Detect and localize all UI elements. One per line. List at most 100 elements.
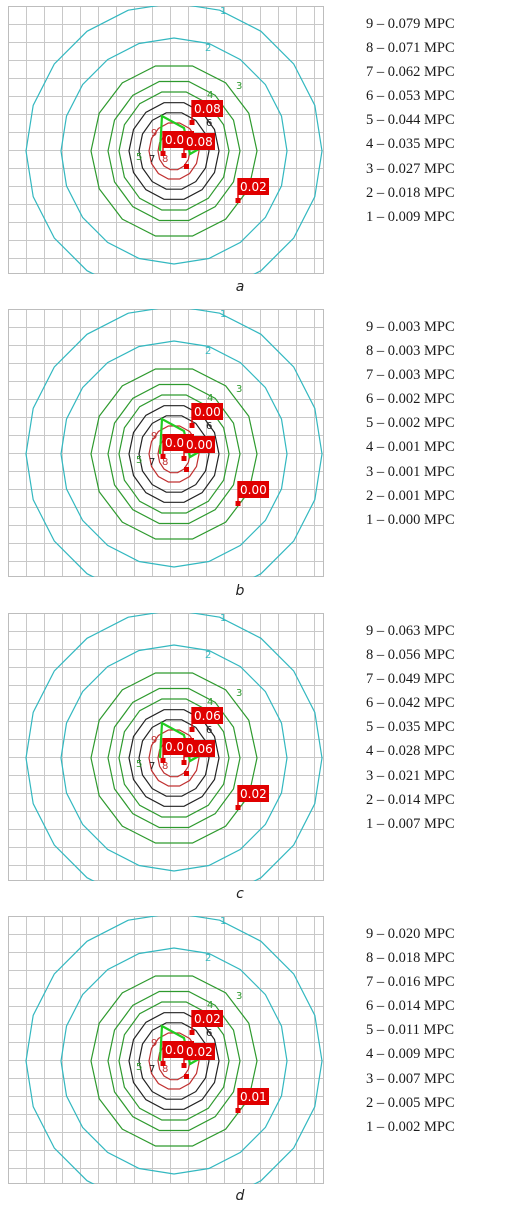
legend-row: 2 – 0.005 MPC: [366, 1094, 455, 1111]
marker-value: 0.00: [194, 405, 221, 419]
panel-caption: b: [235, 583, 245, 599]
legend-row: 3 – 0.007 MPC: [366, 1070, 455, 1087]
marker-point: [235, 198, 241, 203]
isoline-1: [25, 916, 323, 1184]
marker-point: [181, 456, 187, 461]
legend: 9 – 0.079 MPC 8 – 0.071 MPC 7 – 0.062 MPC 6…: [366, 12, 525, 229]
isoline-8: [148, 122, 200, 180]
receptor-marker: 0.00: [181, 436, 215, 461]
legend-row: 7 – 0.016 MPC: [366, 974, 455, 991]
marker-flag: [184, 740, 215, 757]
receptor-marker: 0.08: [181, 133, 215, 158]
isoline-1: [25, 309, 323, 577]
isoline-label: 1: [220, 309, 226, 320]
source-line: [158, 1024, 205, 1066]
isoline-label: 2: [205, 43, 211, 54]
isoline-label: 5: [136, 455, 142, 466]
plot-frame: [8, 916, 324, 1184]
plot-frame: [8, 6, 324, 274]
isoline-label: 7: [149, 761, 155, 772]
plot-frame: [8, 309, 324, 577]
isoline-label: 4: [207, 393, 213, 404]
centre-point: [184, 1074, 189, 1079]
isoline-label: 5: [136, 1062, 142, 1073]
legend: 9 – 0.063 MPC 8 – 0.056 MPC 7 – 0.049 MPC 6…: [366, 619, 525, 836]
marker-flag: [192, 100, 223, 117]
marker-flag: [192, 707, 223, 724]
marker-value: 0.00: [240, 483, 267, 497]
isoline-4: [107, 990, 241, 1132]
isoline-label: 5: [136, 759, 142, 770]
isoline-label: 8: [162, 1064, 168, 1075]
legend-row: 2 – 0.018 MPC: [366, 184, 455, 201]
legend-row: 5 – 0.002 MPC: [366, 415, 455, 432]
marker-point: [160, 1061, 166, 1066]
legend-row: 4 – 0.035 MPC: [366, 136, 455, 153]
source-line: [158, 417, 205, 459]
marker-point: [181, 1063, 187, 1068]
isoline-label: 5: [136, 152, 142, 163]
isoline-4: [107, 687, 241, 829]
legend-row: 5 – 0.011 MPC: [366, 1022, 455, 1039]
receptor-marker: 0.02: [235, 178, 269, 203]
legend-row: 3 – 0.021 MPC: [366, 767, 455, 784]
isoline-label: 4: [207, 1000, 213, 1011]
isoline-label: 6: [206, 1028, 212, 1039]
isoline-label: 6: [206, 725, 212, 736]
marker-value: 0.08: [194, 102, 221, 116]
legend-row: 7 – 0.049 MPC: [366, 671, 455, 688]
isoline-label: 2: [205, 650, 211, 661]
legend-row: 5 – 0.044 MPC: [366, 112, 455, 129]
isoline-label: 6: [206, 421, 212, 432]
marker-flag: [184, 133, 215, 150]
legend-row: 1 – 0.000 MPC: [366, 511, 455, 528]
isoline-8: [148, 729, 200, 787]
marker-point: [181, 760, 187, 765]
source-line: [158, 721, 205, 763]
legend-row: 1 – 0.009 MPC: [366, 208, 455, 225]
isoline-label: 9: [151, 431, 157, 442]
marker-flag: [238, 1088, 269, 1105]
receptor-marker: 0.06: [189, 707, 223, 732]
marker-value: 0.06: [194, 709, 221, 723]
figure-panel: 1 2 3 4 5 6 7 8 9 0.02 0.02 0.02 0.01 9 – 0.020 MPC 8 …: [0, 910, 525, 1210]
isoline-5: [118, 1001, 230, 1121]
isoline-7: [138, 112, 210, 190]
marker-value: 0.00: [186, 438, 213, 452]
isoline-3: [90, 672, 258, 844]
isoline-label: 2: [205, 953, 211, 964]
isoline-label: 9: [151, 128, 157, 139]
receptor-marker: 0.06: [181, 740, 215, 765]
marker-flag: [184, 1043, 215, 1060]
plot-frame: [8, 613, 324, 881]
isoline-label: 6: [206, 118, 212, 129]
receptor-marker: 0.00: [189, 403, 223, 428]
isoline-label: 8: [162, 457, 168, 468]
legend-row: 4 – 0.001 MPC: [366, 439, 455, 456]
figure-panel: 1 2 3 4 5 6 7 8 9 0.06 0.06 0.06 0.02 9 – 0.063 MPC 8 …: [0, 607, 525, 907]
isoline-3: [90, 65, 258, 237]
marker-point: [181, 153, 187, 158]
marker-value: 0.06: [186, 742, 213, 756]
legend-row: 6 – 0.053 MPC: [366, 88, 455, 105]
legend-row: 9 – 0.020 MPC: [366, 926, 455, 942]
marker-value: 0.02: [186, 1045, 213, 1059]
centre-point: [184, 467, 189, 472]
marker-flag: [238, 481, 269, 498]
legend-row: 8 – 0.056 MPC: [366, 647, 455, 664]
isoline-label: 3: [236, 688, 242, 699]
marker-point: [235, 1108, 241, 1113]
marker-point: [189, 423, 195, 428]
isoline-label: 1: [220, 6, 226, 17]
legend-row: 3 – 0.027 MPC: [366, 160, 455, 177]
marker-point: [160, 151, 166, 156]
marker-flag: [184, 436, 215, 453]
isoline-8: [148, 425, 200, 483]
isoline-label: 2: [205, 346, 211, 357]
grid: [8, 916, 324, 1184]
legend-row: 1 – 0.002 MPC: [366, 1118, 455, 1135]
